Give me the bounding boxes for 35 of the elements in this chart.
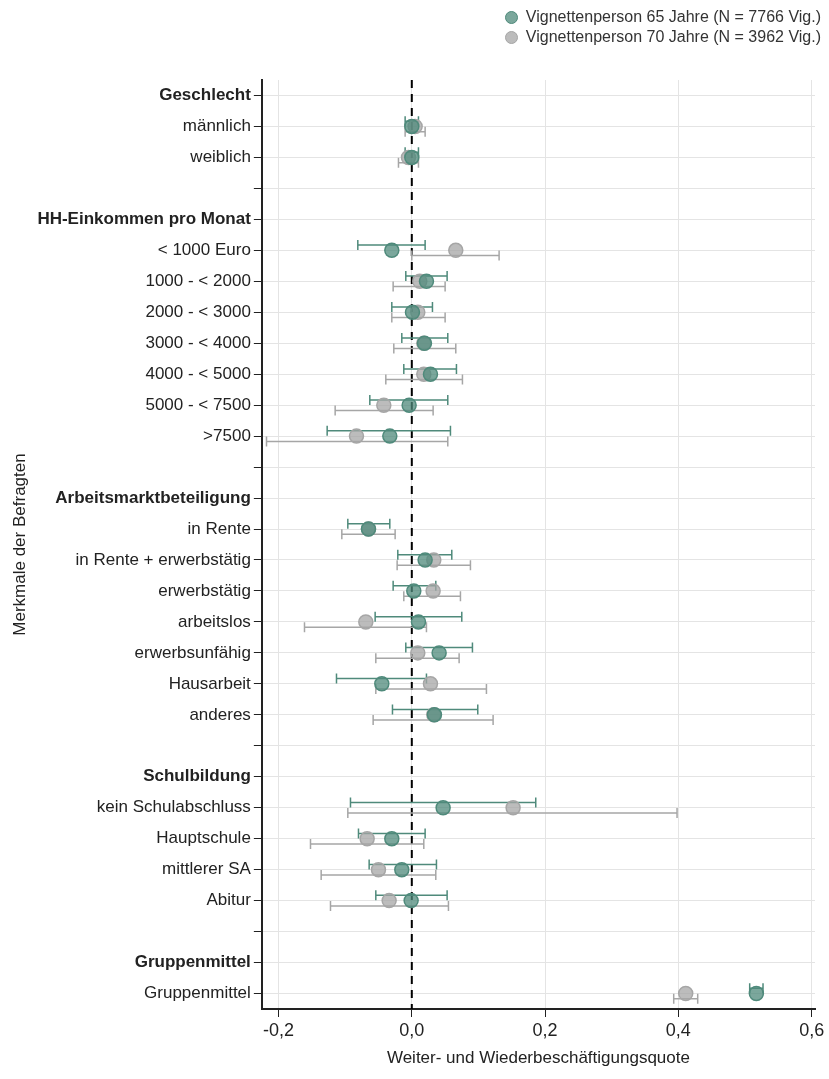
- y-tick-label: HH-Einkommen pro Monat: [37, 209, 252, 229]
- y-tick-label: in Rente + erwerbstätig: [75, 549, 251, 569]
- y-tick-label: weiblich: [189, 147, 251, 167]
- y-tick-label: anderes: [189, 704, 251, 724]
- y-tick-label: kein Schulabschluss: [96, 797, 251, 817]
- y-tick-label: erwerbsunfähig: [134, 642, 251, 662]
- y-tick-label: Schulbildung: [143, 766, 251, 786]
- y-tick-label: mittlerer SA: [162, 859, 252, 879]
- y-tick-label: Arbeitsmarktbeteiligung: [55, 487, 251, 507]
- x-tick-label: 0,6: [799, 1019, 825, 1040]
- y-tick-label: 3000 - < 4000: [145, 332, 251, 352]
- y-tick-label: Hausarbeit: [168, 673, 252, 693]
- y-tick-label: < 1000 Euro: [157, 240, 251, 259]
- legend-label: Vignettenperson 70 Jahre (N = 3962 Vig.): [525, 28, 821, 46]
- y-tick-label: Gruppenmittel: [134, 952, 251, 972]
- y-tick-label: arbeitslos: [178, 611, 251, 631]
- y-axis-title: Merkmale der Befragten: [9, 453, 29, 636]
- y-tick-label: >7500: [203, 425, 251, 445]
- y-tick-label: Hauptschule: [156, 828, 251, 848]
- y-tick-label: Geschlecht: [159, 85, 252, 105]
- y-tick-label: Gruppenmittel: [144, 983, 251, 1003]
- x-axis-title: Weiter- und Wiederbeschäftigungsquote: [386, 1048, 690, 1068]
- y-tick-label: in Rente: [187, 518, 251, 538]
- y-tick-label: Abitur: [206, 890, 252, 910]
- x-tick-label: 0,0: [399, 1019, 425, 1040]
- x-tick-label: 0,4: [665, 1019, 691, 1040]
- y-tick-label: 5000 - < 7500: [145, 394, 251, 414]
- y-tick-label: erwerbstätig: [158, 580, 251, 600]
- y-tick-label: 2000 - < 3000: [145, 301, 251, 321]
- y-tick-label: 4000 - < 5000: [145, 363, 251, 383]
- y-tick-label: 1000 - < 2000: [145, 270, 251, 290]
- x-tick-label: -0,2: [262, 1019, 295, 1040]
- legend-label: Vignettenperson 65 Jahre (N = 7766 Vig.): [525, 8, 821, 26]
- x-tick-label: 0,2: [532, 1019, 558, 1040]
- y-tick-label: männlich: [182, 116, 251, 136]
